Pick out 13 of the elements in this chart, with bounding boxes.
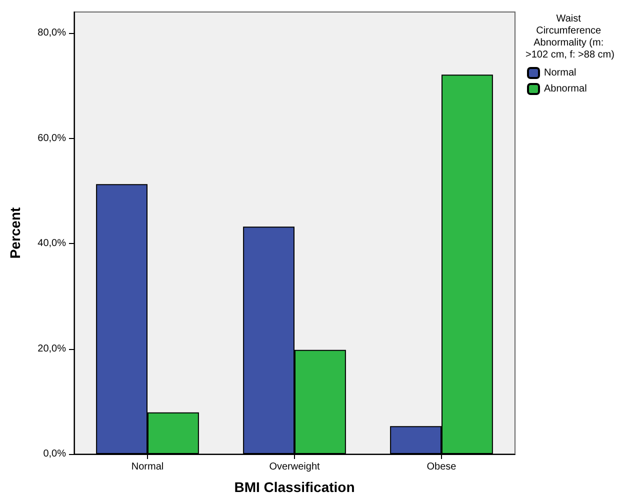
y-tick-label: 60,0% <box>38 132 66 144</box>
legend-label: Abnormal <box>544 84 587 94</box>
y-tick-label: 80,0% <box>38 28 66 39</box>
x-axis-title: BMI Classification <box>234 479 355 495</box>
y-tick-label: 0,0% <box>43 448 66 460</box>
x-tick-label: Normal <box>131 462 164 472</box>
y-tick-label: 40,0% <box>38 238 66 250</box>
legend-title: Waist Circumference Abnormality (m: >102 cm, f: >88 cm) <box>526 14 614 60</box>
x-tick-label: Obese <box>426 462 457 472</box>
y-axis-title: Percent <box>7 206 23 259</box>
legend-label: Normal <box>544 68 576 78</box>
x-tick-label: Overweight <box>269 462 320 472</box>
y-tick-label: 20,0% <box>38 343 66 354</box>
